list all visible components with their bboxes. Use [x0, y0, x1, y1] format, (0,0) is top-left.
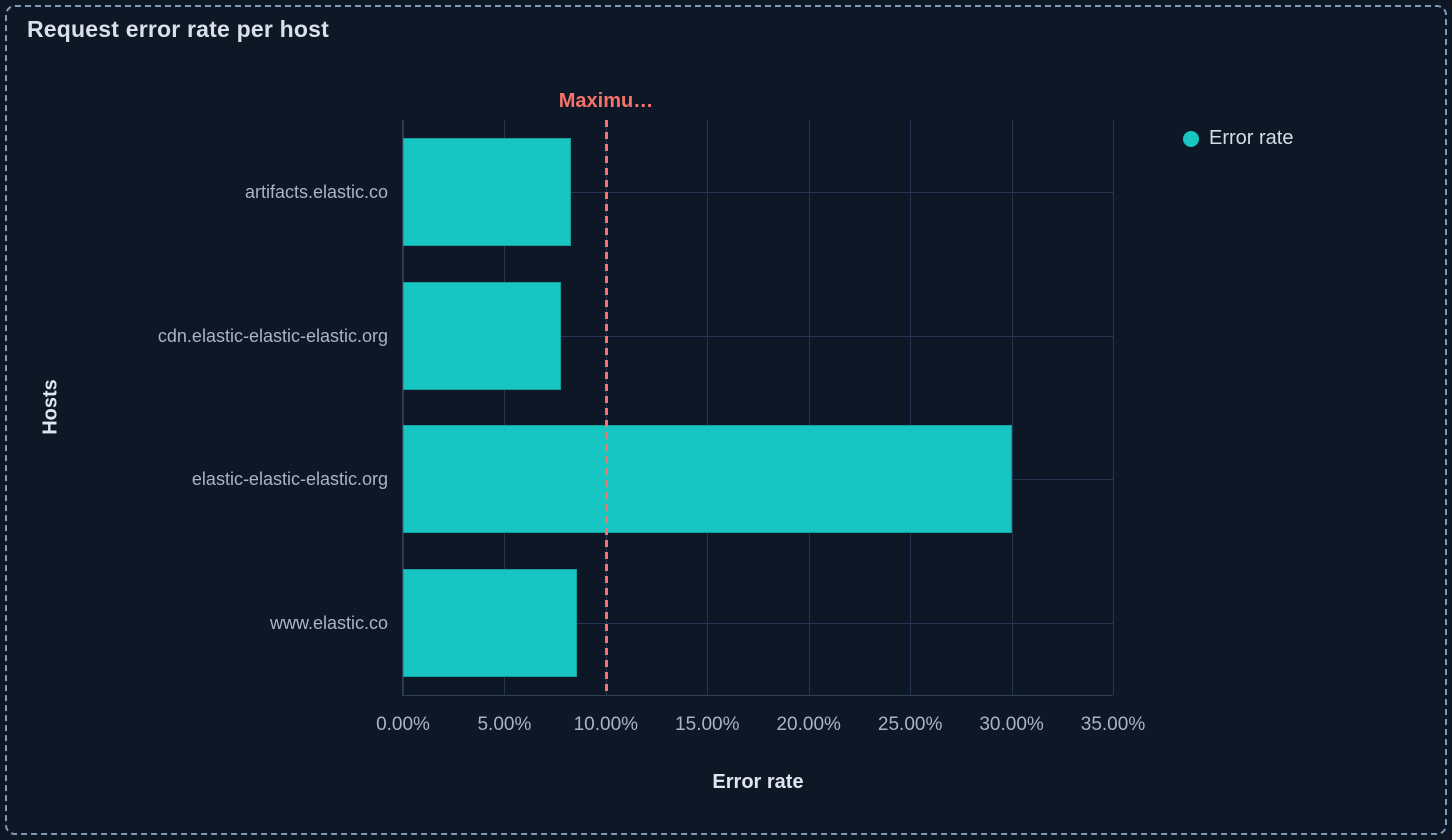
gridline-vertical — [403, 120, 404, 695]
gridline-vertical — [504, 120, 506, 695]
x-tick-label: 20.00% — [776, 714, 841, 735]
x-tick-label: 15.00% — [675, 714, 740, 735]
x-tick-label: 0.00% — [376, 714, 430, 735]
bar-www.elastic.co[interactable] — [403, 569, 577, 677]
bar-elastic-elastic-elastic.org[interactable] — [403, 425, 1012, 533]
x-tick-label: 5.00% — [477, 714, 532, 735]
x-tick-label: 10.00% — [573, 714, 639, 735]
x-tick-label: 30.00% — [979, 714, 1044, 735]
gridline-vertical — [808, 120, 810, 695]
y-category-label: elastic-elastic-elastic.org — [191, 469, 388, 489]
y-category-label: artifacts.elastic.co — [244, 182, 388, 202]
legend-item-label: Error rate — [1209, 127, 1294, 149]
legend-item-error-rate[interactable]: Error rate — [1183, 127, 1293, 150]
gridline-vertical — [1011, 120, 1013, 695]
x-axis-title: Error rate — [712, 771, 804, 793]
gridline-horizontal — [403, 192, 1113, 193]
x-tick-label: 25.00% — [877, 714, 943, 735]
bar-artifacts.elastic.co[interactable] — [403, 138, 571, 246]
threshold-label: Maximu… — [558, 90, 654, 112]
gridline-vertical — [1113, 120, 1114, 695]
gridline-horizontal — [403, 623, 1113, 624]
x-axis-line — [402, 695, 1113, 696]
gridline-vertical — [707, 120, 709, 695]
y-category-label: cdn.elastic-elastic-elastic.org — [157, 326, 388, 346]
gridline-vertical — [910, 120, 912, 695]
y-category-label: www.elastic.co — [269, 613, 388, 633]
bar-cdn.elastic-elastic-elastic.org[interactable] — [403, 282, 561, 390]
legend-color-dot-icon — [1183, 130, 1199, 147]
x-tick-label: 35.00% — [1080, 714, 1146, 735]
gridline-horizontal — [403, 336, 1113, 337]
threshold-line — [605, 120, 608, 695]
y-axis-title: Hosts — [39, 379, 62, 435]
panel-title: Request error rate per host — [27, 16, 329, 42]
chart-plot-area: Maximu… artifacts.elastic.co cdn.elastic-e… — [158, 90, 1145, 735]
y-axis-line — [402, 120, 403, 695]
